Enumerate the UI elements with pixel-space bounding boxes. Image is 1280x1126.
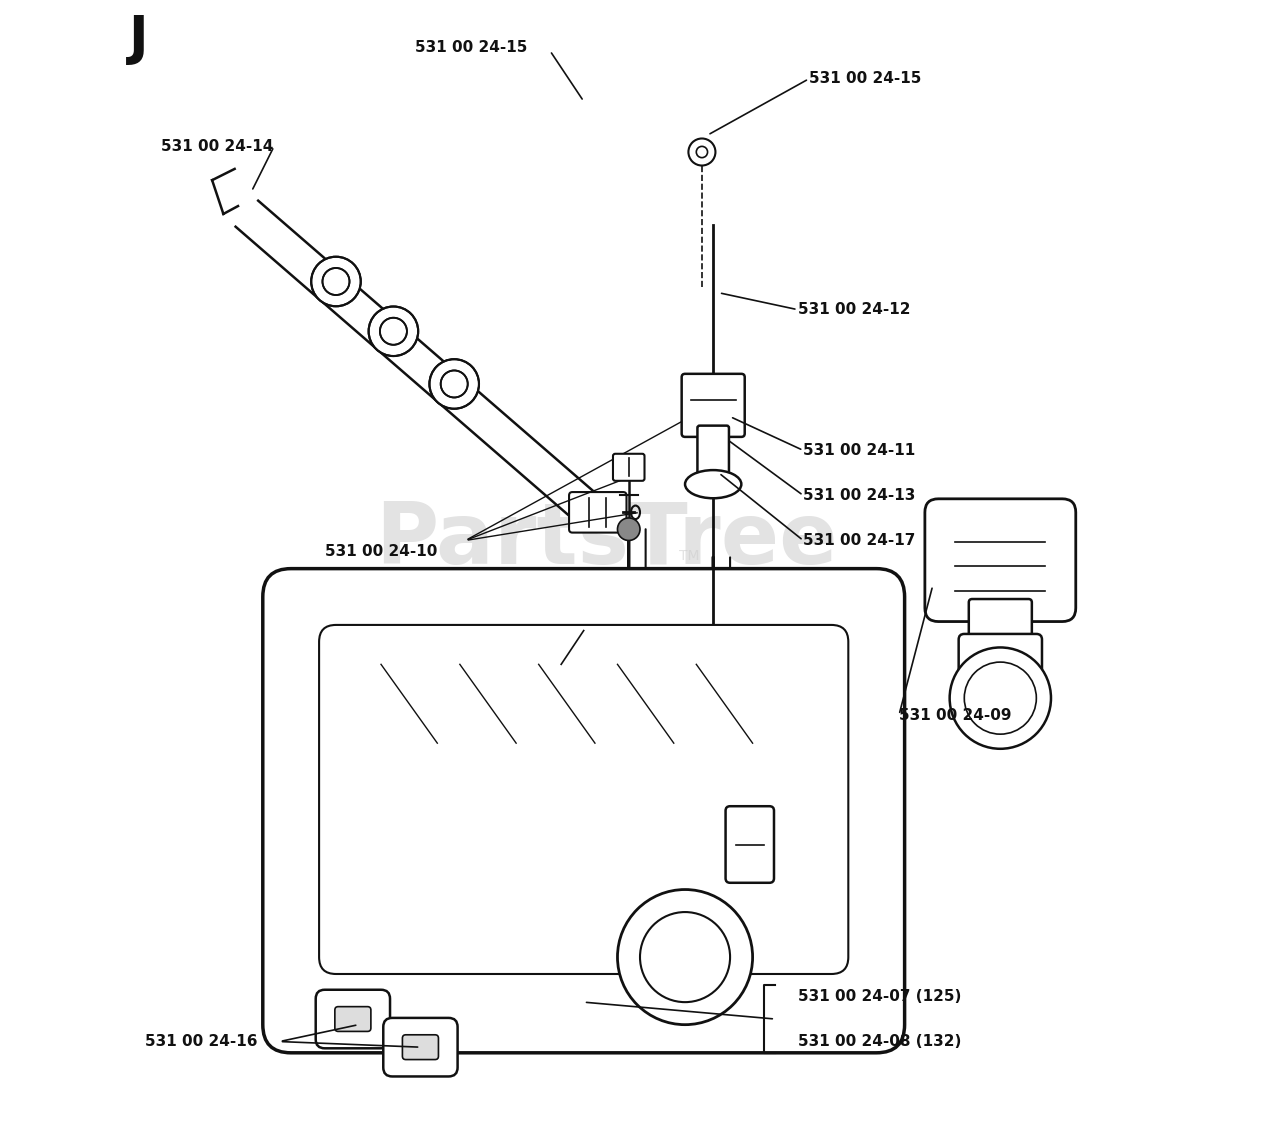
Circle shape: [617, 890, 753, 1025]
FancyBboxPatch shape: [383, 1018, 457, 1076]
FancyBboxPatch shape: [570, 492, 626, 533]
FancyBboxPatch shape: [969, 599, 1032, 645]
Text: 531 00 24-15: 531 00 24-15: [809, 71, 922, 87]
Circle shape: [617, 518, 640, 540]
Circle shape: [430, 360, 477, 408]
Text: 531 00 24-17: 531 00 24-17: [804, 533, 915, 548]
Text: 531 00 24-09: 531 00 24-09: [899, 707, 1011, 723]
Circle shape: [312, 258, 360, 305]
Ellipse shape: [685, 471, 741, 499]
FancyBboxPatch shape: [925, 499, 1075, 622]
FancyBboxPatch shape: [335, 1007, 371, 1031]
FancyBboxPatch shape: [959, 634, 1042, 681]
FancyBboxPatch shape: [316, 990, 390, 1048]
Circle shape: [370, 307, 417, 355]
Circle shape: [689, 138, 716, 166]
Text: 531 00 24-13: 531 00 24-13: [804, 488, 915, 503]
Text: 531 00 24-14: 531 00 24-14: [161, 138, 274, 154]
Text: 531 00 24-12: 531 00 24-12: [797, 302, 910, 318]
FancyBboxPatch shape: [262, 569, 905, 1053]
FancyBboxPatch shape: [613, 454, 645, 481]
Text: 531 00 24-10: 531 00 24-10: [325, 544, 436, 560]
Text: 531 00 24-15: 531 00 24-15: [415, 39, 527, 55]
FancyBboxPatch shape: [402, 1035, 439, 1060]
FancyBboxPatch shape: [698, 426, 728, 486]
Text: PartsTree: PartsTree: [375, 499, 837, 582]
FancyBboxPatch shape: [682, 374, 745, 437]
Text: 531 00 24-16: 531 00 24-16: [145, 1034, 257, 1049]
Text: 531 00 24-08 (132): 531 00 24-08 (132): [797, 1034, 961, 1049]
Text: TM: TM: [680, 549, 700, 563]
FancyBboxPatch shape: [726, 806, 774, 883]
Text: 531 00 24-07 (125): 531 00 24-07 (125): [797, 989, 961, 1004]
FancyBboxPatch shape: [319, 625, 849, 974]
Circle shape: [950, 647, 1051, 749]
Text: 531 00 24-11: 531 00 24-11: [804, 443, 915, 458]
Text: J: J: [129, 14, 148, 65]
